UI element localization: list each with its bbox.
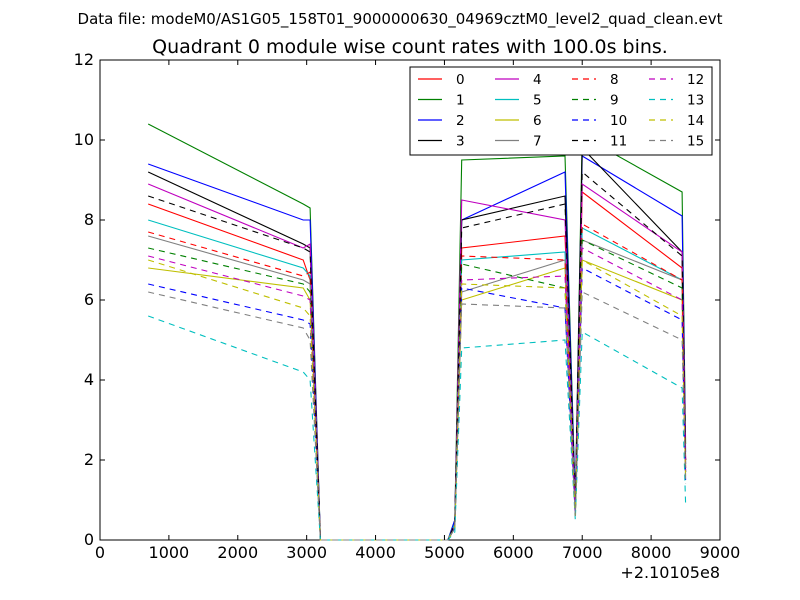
y-tick-label: 0 bbox=[84, 530, 94, 549]
series-line-14 bbox=[148, 259, 687, 541]
x-tick-label: 9000 bbox=[700, 543, 741, 562]
series-line-15 bbox=[148, 291, 687, 541]
legend-label-6: 6 bbox=[533, 113, 542, 129]
data-file-suptitle: Data file: modeM0/AS1G05_158T01_90000006… bbox=[78, 10, 723, 29]
legend-label-10: 10 bbox=[610, 113, 627, 129]
y-tick-label: 12 bbox=[74, 50, 94, 69]
y-tick-label: 6 bbox=[84, 290, 94, 309]
x-tick-label: 0 bbox=[95, 543, 105, 562]
x-tick-label: 7000 bbox=[562, 543, 603, 562]
legend-label-12: 12 bbox=[687, 72, 704, 88]
y-tick-label: 10 bbox=[74, 130, 94, 149]
legend-label-9: 9 bbox=[610, 93, 619, 109]
chart-title: Quadrant 0 module wise count rates with … bbox=[152, 36, 668, 58]
x-tick-label: 6000 bbox=[493, 543, 534, 562]
series-line-4 bbox=[147, 182, 687, 541]
legend-label-2: 2 bbox=[456, 113, 465, 129]
legend-label-0: 0 bbox=[456, 72, 465, 88]
legend-label-3: 3 bbox=[456, 134, 465, 150]
x-tick-label: 8000 bbox=[631, 543, 672, 562]
x-tick-label: 1000 bbox=[149, 543, 190, 562]
series-line-10 bbox=[148, 267, 687, 541]
legend-label-11: 11 bbox=[610, 134, 627, 150]
series-line-11 bbox=[148, 170, 687, 541]
x-tick-label: 5000 bbox=[424, 543, 465, 562]
legend-label-8: 8 bbox=[610, 72, 619, 88]
y-tick-label: 4 bbox=[84, 370, 94, 389]
series-line-9 bbox=[148, 239, 687, 541]
x-axis: 0 1000 2000 3000 4000 5000 6000 7000 8000 9000 bbox=[95, 60, 740, 562]
legend-label-13: 13 bbox=[687, 93, 704, 109]
legend-label-4: 4 bbox=[533, 72, 542, 88]
legend-label-15: 15 bbox=[687, 134, 704, 150]
legend-label-5: 5 bbox=[533, 93, 542, 109]
legend-label-14: 14 bbox=[687, 113, 704, 129]
legend-label-1: 1 bbox=[456, 93, 465, 109]
y-tick-label: 8 bbox=[84, 210, 94, 229]
series-lines bbox=[147, 123, 687, 541]
series-line-13 bbox=[148, 315, 687, 541]
y-tick-label: 2 bbox=[84, 450, 94, 469]
x-tick-label: 2000 bbox=[217, 543, 258, 562]
x-offset-label: +2.10105e8 bbox=[620, 563, 720, 582]
x-tick-label: 3000 bbox=[286, 543, 327, 562]
x-tick-label: 4000 bbox=[355, 543, 396, 562]
legend-label-7: 7 bbox=[533, 134, 542, 150]
